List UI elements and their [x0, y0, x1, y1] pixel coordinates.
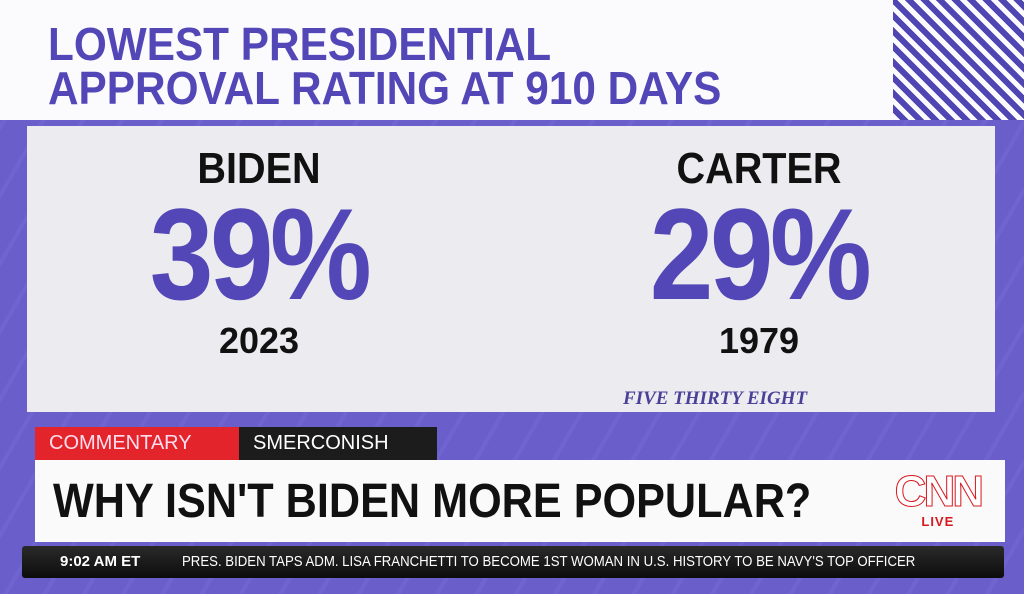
ticker-time: 9:02 AM ET: [60, 553, 141, 570]
biden-column: BIDEN 39% 2023: [59, 126, 459, 362]
source-label: FIVE THIRTY EIGHT: [623, 388, 808, 409]
title-background: [0, 0, 893, 120]
live-label: LIVE: [921, 514, 955, 529]
news-ticker: 9:02 AM ET PRES. BIDEN TAPS ADM. LISA FR…: [22, 546, 1004, 578]
comparison-panel: BIDEN 39% 2023 CARTER 29% 1979 FIVE THIR…: [27, 126, 995, 412]
logo-brand: CNN: [894, 467, 984, 516]
carter-column: CARTER 29% 1979: [559, 126, 959, 362]
president-name: CARTER: [676, 144, 842, 193]
graphic-title: LOWEST PRESIDENTIAL APPROVAL RATING AT 9…: [48, 18, 722, 114]
headline-text: WHY ISN'T BIDEN MORE POPULAR?: [53, 475, 812, 528]
hatch-decoration: [893, 0, 1024, 120]
president-name: BIDEN: [197, 144, 321, 193]
show-tag: SMERCONISH: [239, 427, 437, 460]
segment-tag: COMMENTARY: [35, 427, 253, 460]
title-line-1: LOWEST PRESIDENTIAL: [48, 18, 552, 70]
title-line-2: APPROVAL RATING AT 910 DAYS: [48, 62, 722, 114]
approval-value: 29%: [649, 181, 872, 327]
cnn-logo: CNN LIVE: [894, 467, 984, 529]
chyron: WHY ISN'T BIDEN MORE POPULAR? CNN LIVE: [35, 460, 1005, 542]
year: 1979: [718, 320, 800, 361]
approval-value: 39%: [149, 181, 372, 327]
ticker-text: PRES. BIDEN TAPS ADM. LISA FRANCHETTI TO…: [182, 553, 916, 570]
year: 2023: [218, 320, 300, 361]
